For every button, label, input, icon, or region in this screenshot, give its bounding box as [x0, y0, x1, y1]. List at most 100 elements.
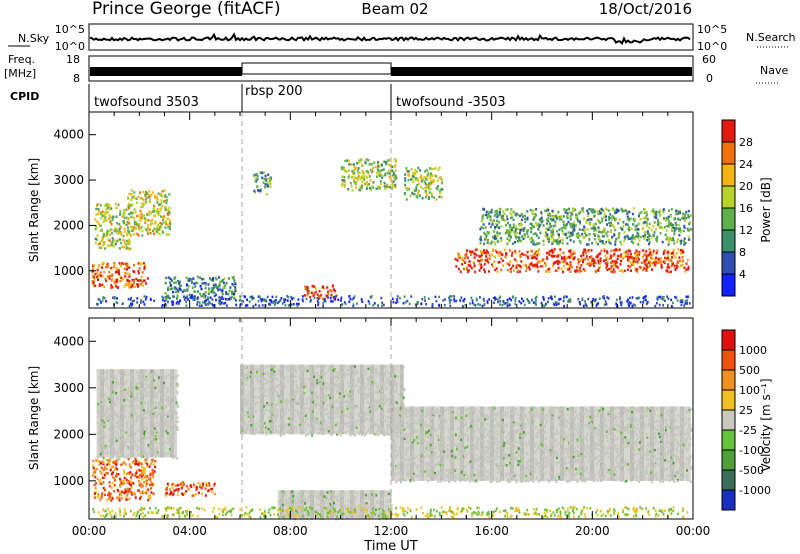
power-cell: [578, 301, 581, 304]
power-cell: [402, 302, 405, 305]
power-cell: [574, 228, 577, 232]
power-cell: [514, 234, 517, 237]
velocity-cell: [357, 391, 360, 394]
velocity-cell: [266, 402, 269, 405]
power-cell: [100, 217, 103, 220]
velocity-cell: [363, 388, 365, 391]
power-cell: [551, 240, 554, 244]
velocity-cell: [342, 396, 345, 400]
power-cell: [564, 295, 566, 298]
velocity-cell: [145, 375, 148, 379]
velocity-cell: [291, 413, 294, 417]
power-cell: [526, 298, 529, 301]
velocity-cell: [101, 413, 104, 416]
power-cell: [128, 202, 130, 206]
power-cell: [429, 187, 432, 191]
power-cell: [677, 227, 680, 231]
power-cell: [318, 296, 321, 299]
velocity-cell: [123, 373, 126, 377]
power-cell: [144, 221, 147, 225]
power-cell: [687, 235, 690, 238]
power-cell: [216, 286, 218, 290]
power-cell: [350, 185, 353, 188]
velocity-cell: [144, 461, 147, 464]
power-cell: [430, 182, 433, 185]
power-cell: [671, 304, 673, 308]
power-cell: [628, 217, 631, 220]
power-cell: [614, 243, 617, 246]
power-cell: [638, 250, 641, 254]
power-cell: [330, 300, 332, 303]
power-cell: [637, 233, 640, 236]
power-cell: [110, 274, 113, 278]
power-cell: [164, 292, 167, 295]
power-cell: [680, 264, 682, 267]
power-cell: [618, 248, 621, 251]
velocity-cell: [156, 448, 158, 452]
velocity-cell: [265, 381, 268, 385]
power-cell: [146, 192, 149, 195]
velocity-cell: [131, 390, 134, 393]
velocity-cell: [383, 382, 386, 385]
velocity-cell: [295, 419, 298, 423]
velocity-cell: [150, 471, 153, 475]
power-cell: [515, 236, 518, 240]
velocity-cell: [141, 415, 144, 419]
velocity-cell: [147, 385, 150, 388]
power-cell: [130, 225, 132, 229]
power-cell: [100, 274, 102, 278]
power-cell: [149, 223, 152, 226]
power-cell: [688, 238, 691, 241]
velocity-cell: [392, 428, 395, 432]
velocity-cell: [152, 383, 155, 387]
power-cell: [512, 218, 515, 222]
power-cell: [349, 297, 352, 301]
velocity-cell: [127, 393, 130, 396]
power-cell: [169, 227, 171, 231]
power-cell: [518, 236, 521, 240]
velocity-cell: [304, 414, 307, 418]
power-cell: [546, 207, 549, 210]
power-cell: [516, 240, 519, 243]
power-cell: [392, 180, 395, 183]
power-cell: [438, 195, 441, 199]
velocity-cell: [256, 367, 259, 371]
velocity-cell: [109, 468, 112, 472]
power-cell: [595, 270, 598, 274]
power-cell: [368, 163, 371, 166]
power-cell: [636, 231, 639, 235]
power-cell: [625, 223, 628, 226]
power-cell: [130, 215, 133, 218]
power-cell: [137, 225, 140, 228]
power-cell: [484, 236, 487, 240]
velocity-cell: [139, 414, 142, 417]
velocity-cell: [172, 384, 175, 387]
velocity-cell: [116, 454, 119, 457]
velocity-cell: [337, 430, 340, 434]
velocity-cell: [155, 392, 158, 395]
velocity-cell: [135, 420, 138, 423]
power-cell: [110, 207, 113, 210]
power-cell: [645, 259, 647, 263]
power-cell: [597, 226, 600, 230]
power-cell: [162, 298, 164, 302]
power-cell: [119, 231, 122, 235]
power-cell: [213, 286, 216, 289]
power-cell: [434, 295, 437, 299]
velocity-cell: [150, 462, 153, 465]
power-cell: [317, 297, 320, 300]
power-cell: [428, 196, 430, 199]
velocity-cell: [286, 398, 289, 401]
power-cell: [491, 265, 494, 268]
power-cell: [176, 300, 179, 304]
velocity-cell: [378, 404, 381, 408]
power-cell: [690, 227, 693, 231]
power-cell: [534, 232, 537, 235]
power-cell: [683, 237, 686, 240]
power-cell: [536, 242, 539, 245]
power-cell: [360, 175, 363, 178]
power-cell: [548, 253, 551, 256]
power-cell: [161, 190, 164, 193]
power-cell: [484, 270, 486, 274]
velocity-cell: [275, 404, 278, 408]
